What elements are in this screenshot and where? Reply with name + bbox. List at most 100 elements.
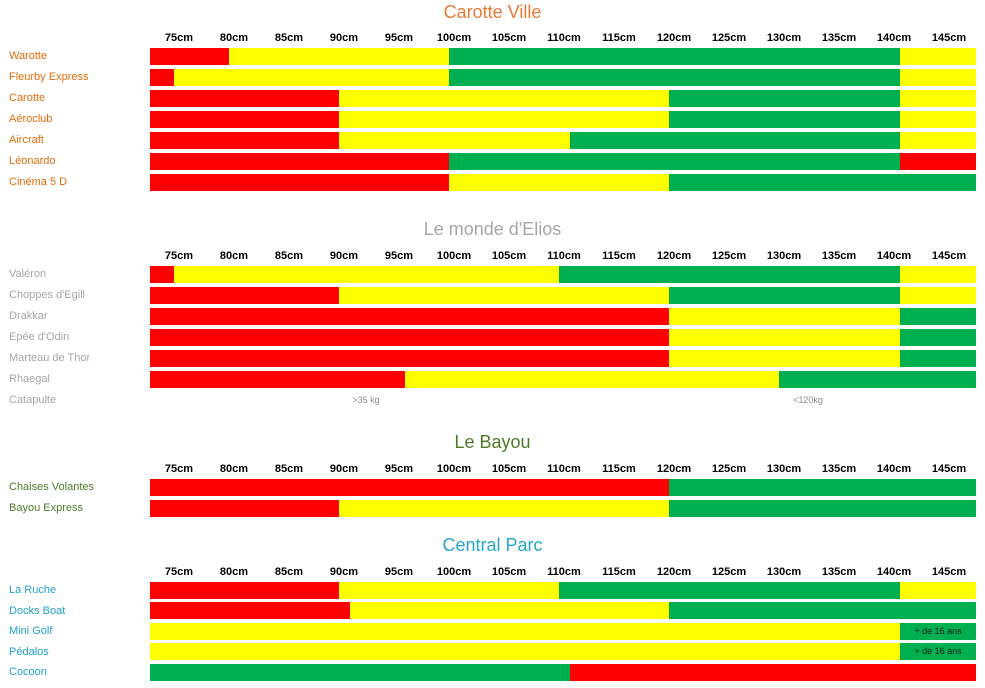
tick-label: 75cm <box>164 32 194 44</box>
row-label: Choppes d'Egill <box>9 289 86 301</box>
tick-label: 95cm <box>384 250 414 262</box>
bar-segment <box>150 47 229 65</box>
bar-segment <box>150 581 339 599</box>
bar-segment <box>449 47 900 65</box>
bar-segment <box>669 89 900 107</box>
bar-segment <box>150 643 900 660</box>
segment-label: + de 16 ans <box>914 625 962 636</box>
bar-segment <box>150 152 449 170</box>
segment-label: + de 16 ans <box>914 646 962 656</box>
bar-segment <box>669 307 900 325</box>
tick-label: 90cm <box>329 250 359 262</box>
row-label: Marteau de Thor <box>9 352 91 364</box>
bar-segment: + de 16 ans <box>900 622 976 640</box>
section-title: Le Bayou <box>454 432 531 452</box>
tick-label: 85cm <box>274 463 304 475</box>
tick-label: 90cm <box>329 32 359 44</box>
row-label: Docks Boat <box>9 604 66 617</box>
bar-segment <box>900 110 976 128</box>
tick-label: 100cm <box>436 250 472 262</box>
row-label: Fleurby Express <box>9 71 89 83</box>
tick-label: 105cm <box>491 32 527 44</box>
row-label: La Ruche <box>9 584 57 596</box>
tick-label: 135cm <box>821 250 857 262</box>
row-label: Carotte <box>9 92 46 104</box>
row-label: Epée d'Odin <box>9 331 70 343</box>
bar-segment <box>669 286 900 304</box>
tick-label: 75cm <box>164 250 194 262</box>
bar-segment <box>570 131 900 149</box>
bar-segment <box>150 328 669 346</box>
tick-label: 85cm <box>274 32 304 44</box>
tick-label: 115cm <box>602 463 636 475</box>
bar-segment <box>150 349 669 367</box>
bar-segment <box>150 499 339 517</box>
tick-label: 125cm <box>711 463 747 475</box>
row-label: Cinéma 5 D <box>9 176 68 188</box>
tick-label: 75cm <box>164 566 194 578</box>
section-title: Central Parc <box>442 535 543 555</box>
row-label: Aéroclub <box>9 113 53 125</box>
tick-label: 110cm <box>547 250 581 262</box>
bar-segment <box>449 173 669 191</box>
bar-segment <box>150 173 449 191</box>
tick-label: 100cm <box>436 463 472 475</box>
bar-segment <box>900 349 976 367</box>
bar-segment <box>150 370 405 388</box>
tick-label: 125cm <box>711 250 747 262</box>
tick-label: 110cm <box>547 566 581 578</box>
bar-segment <box>150 89 339 107</box>
tick-label: 105cm <box>491 566 527 578</box>
tick-label: 115cm <box>602 250 636 262</box>
tick-label: 135cm <box>821 32 857 44</box>
bar-segment <box>339 581 559 599</box>
row-label: Cocoon <box>9 666 47 678</box>
tick-label: 145cm <box>931 250 967 262</box>
tick-label: 110cm <box>547 32 581 44</box>
tick-label: 95cm <box>384 463 414 475</box>
tick-label: 85cm <box>274 566 304 578</box>
row-label: Bayou Express <box>9 502 83 514</box>
bar-segment <box>174 68 449 86</box>
bar-segment <box>900 286 976 304</box>
bar-segment <box>900 131 976 149</box>
row-label: Drakkar <box>9 310 48 322</box>
bar-segment <box>779 370 976 388</box>
tick-label: 130cm <box>766 566 802 578</box>
bar-segment <box>150 622 900 640</box>
bar-segment <box>669 349 900 367</box>
bar-segment <box>669 478 976 496</box>
bar-segment <box>150 663 570 681</box>
bar-segment <box>449 152 900 170</box>
bar-segment <box>449 68 900 86</box>
row-label: Valéron <box>9 268 47 280</box>
tick-label: 130cm <box>766 32 802 44</box>
tick-label: 95cm <box>384 32 414 44</box>
bar-segment <box>229 47 449 65</box>
tick-label: 135cm <box>821 566 857 578</box>
bar-segment <box>150 68 174 86</box>
bar-segment <box>339 499 669 517</box>
bar-segment <box>350 602 669 619</box>
bar-segment <box>150 602 350 619</box>
tick-label: 140cm <box>876 566 912 578</box>
tick-label: 90cm <box>329 566 359 578</box>
bar-segment <box>339 131 570 149</box>
tick-label: 115cm <box>602 566 636 578</box>
bar-segment <box>150 110 339 128</box>
tick-label: 80cm <box>219 463 249 475</box>
note-label: >35 kg <box>352 395 380 405</box>
tick-label: 125cm <box>711 32 747 44</box>
tick-label: 145cm <box>931 463 967 475</box>
bar-segment <box>900 47 976 65</box>
row-label: Léonardo <box>9 155 56 167</box>
row-label: Aircraft <box>9 134 44 146</box>
section-title: Carotte Ville <box>443 2 542 22</box>
tick-label: 120cm <box>656 463 692 475</box>
tick-label: 140cm <box>876 463 912 475</box>
bar-segment <box>339 89 669 107</box>
row-label: Rhaegal <box>9 373 50 385</box>
tick-label: 100cm <box>436 566 472 578</box>
